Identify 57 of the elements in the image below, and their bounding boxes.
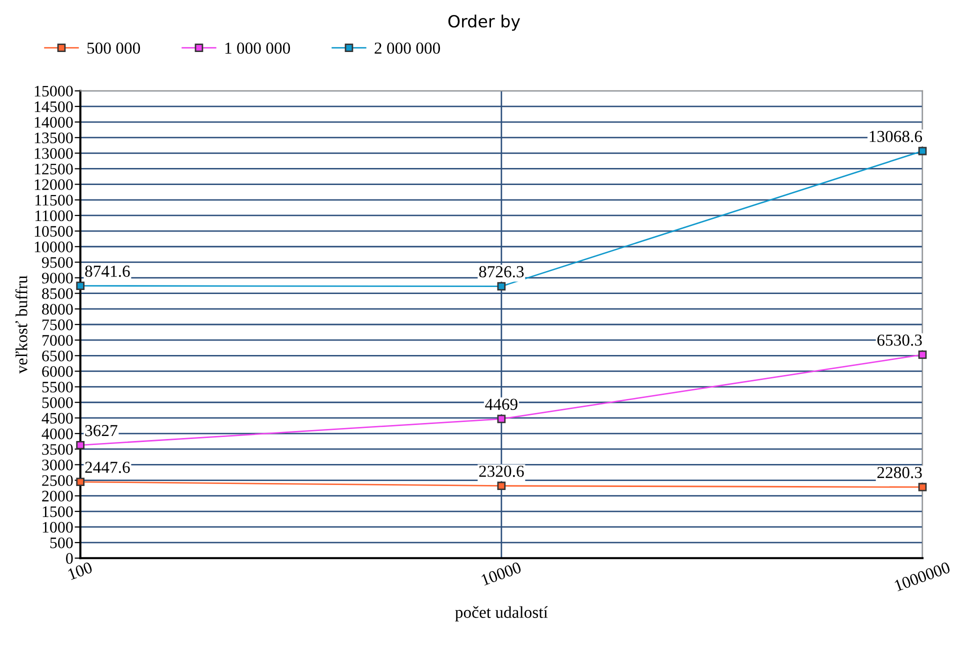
y-tick-label: 12000 xyxy=(34,179,73,190)
point xyxy=(918,482,927,492)
y-tick-label: 6000 xyxy=(42,366,73,377)
legend-label: 2 000 000 xyxy=(374,42,440,54)
point xyxy=(497,282,506,290)
y-tick-label: 12500 xyxy=(34,164,73,174)
data-label: 8726.3 xyxy=(479,266,524,278)
point xyxy=(76,478,85,486)
y-tick-label: 5000 xyxy=(42,397,73,408)
y-tick-label: 5500 xyxy=(42,382,73,393)
point xyxy=(76,440,85,450)
y-tick-label: 10000 xyxy=(34,242,73,252)
y-tick-label: 6500 xyxy=(42,350,73,362)
y-tick-label: 500 xyxy=(50,537,73,548)
legend-label: 1 000 000 xyxy=(225,42,290,54)
y-axis-title: veľkosť buffru xyxy=(15,276,28,374)
y-tick-label: 4500 xyxy=(42,412,73,424)
x-tick-label: 100 xyxy=(68,562,93,580)
y-tick-label: 2500 xyxy=(42,475,73,486)
y-tick-label: 1000 xyxy=(42,522,73,533)
x-axis-title: počet udalostí xyxy=(455,606,548,622)
data-label: 8741.6 xyxy=(85,266,130,277)
y-tick-label: 13500 xyxy=(34,132,73,144)
data-label: 6530.3 xyxy=(877,334,922,346)
y-tick-label: 15000 xyxy=(34,86,73,97)
data-label: 2320.6 xyxy=(479,466,524,477)
y-tick-label: 8000 xyxy=(42,304,73,315)
y-tick-label: 1500 xyxy=(42,506,73,518)
legend-label: 500 000 xyxy=(87,42,140,54)
y-tick-label: 11500 xyxy=(35,194,73,206)
y-tick-label: 9500 xyxy=(42,257,73,268)
y-tick-label: 9000 xyxy=(42,272,73,284)
point xyxy=(497,482,506,490)
y-tick-label: 7000 xyxy=(42,334,73,346)
x-tick-label: 10000 xyxy=(480,562,522,586)
data-label: 2447.6 xyxy=(85,462,130,474)
point xyxy=(497,414,506,424)
y-tick-label: 14500 xyxy=(34,101,73,112)
y-tick-label: 10500 xyxy=(34,226,73,237)
point xyxy=(918,350,927,359)
chart-title: Order by xyxy=(448,14,520,31)
y-tick-label: 4000 xyxy=(42,428,73,440)
y-tick-label: 11000 xyxy=(35,210,73,222)
y-tick-label: 3500 xyxy=(42,444,73,455)
y-tick-label: 3000 xyxy=(42,460,73,470)
y-tick-label: 8500 xyxy=(42,288,73,300)
y-tick-label: 7500 xyxy=(42,319,73,330)
y-tick-label: 2000 xyxy=(42,490,73,502)
data-label: 2280.3 xyxy=(877,466,922,478)
y-tick-label: 0 xyxy=(66,553,73,564)
y-tick-label: 14000 xyxy=(34,116,73,128)
data-label: 3627 xyxy=(85,425,118,436)
y-tick-label: 13000 xyxy=(34,148,73,159)
point xyxy=(76,282,85,290)
point xyxy=(918,146,927,156)
data-label: 4469 xyxy=(485,398,518,410)
data-label: 13068.6 xyxy=(870,130,922,142)
